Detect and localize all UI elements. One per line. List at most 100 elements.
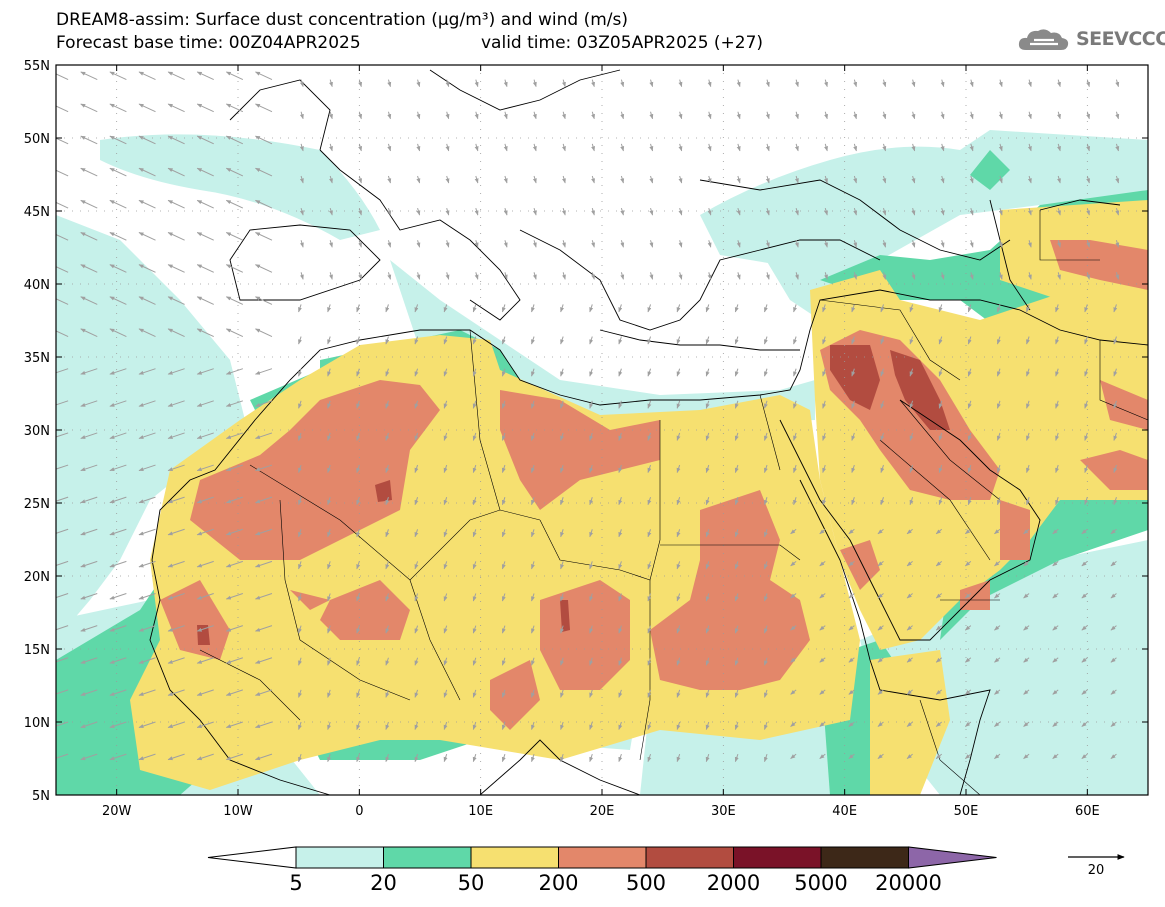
wind-arrow bbox=[80, 560, 98, 568]
plot-area bbox=[56, 65, 1148, 795]
wind-arrow bbox=[196, 528, 214, 536]
wind-arrow bbox=[501, 561, 506, 570]
wind-arrow bbox=[443, 657, 448, 666]
wind-arrow bbox=[911, 272, 916, 280]
wind-arrow bbox=[764, 497, 768, 506]
wind-arrow bbox=[327, 304, 332, 313]
wind-arrow bbox=[443, 593, 448, 602]
wind-arrow bbox=[387, 111, 392, 120]
wind-arrow bbox=[994, 593, 1001, 599]
wind-arrow bbox=[196, 593, 214, 600]
wind-arrow bbox=[255, 296, 273, 305]
wind-arrow bbox=[794, 207, 799, 216]
wind-arrow bbox=[589, 689, 594, 698]
wind-arrow bbox=[356, 464, 361, 474]
wind-arrow bbox=[225, 368, 244, 375]
wind-arrow bbox=[1052, 528, 1059, 535]
wind-arrow bbox=[298, 529, 302, 538]
wind-arrow bbox=[254, 400, 273, 407]
lat-tick-label: 50N bbox=[24, 132, 50, 147]
wind-arrow bbox=[764, 336, 768, 345]
wind-arrow bbox=[560, 464, 564, 474]
wind-arrow bbox=[472, 368, 477, 377]
wind-arrow bbox=[938, 368, 943, 377]
wind-arrow bbox=[445, 111, 450, 120]
wind-arrow bbox=[998, 240, 1003, 248]
wind-arrow bbox=[705, 625, 710, 634]
wind-arrow bbox=[998, 272, 1003, 280]
wind-arrow bbox=[877, 561, 884, 567]
wind-arrow bbox=[819, 625, 826, 631]
wind-arrow bbox=[794, 272, 799, 280]
wind-arrow bbox=[167, 560, 185, 568]
wind-arrow bbox=[196, 496, 214, 504]
wind-arrow bbox=[964, 593, 972, 599]
wind-arrow bbox=[472, 432, 477, 441]
wind-arrow bbox=[793, 304, 797, 313]
wind-arrow bbox=[327, 721, 332, 730]
wind-arrow bbox=[996, 432, 1001, 441]
wind-arrow bbox=[531, 304, 535, 313]
wind-arrow bbox=[472, 304, 477, 313]
wind-arrow bbox=[938, 304, 943, 313]
wind-arrow bbox=[138, 264, 156, 273]
lat-tick-label: 10N bbox=[24, 716, 50, 731]
wind-arrow bbox=[109, 560, 127, 568]
wind-arrow bbox=[822, 400, 827, 409]
wind-arrow bbox=[996, 464, 1001, 474]
wind-arrow bbox=[196, 71, 214, 81]
wind-arrow bbox=[589, 432, 594, 441]
wind-arrow bbox=[647, 336, 652, 345]
wind-arrow bbox=[501, 625, 506, 634]
wind-arrow bbox=[647, 368, 652, 377]
wind-arrow bbox=[764, 593, 768, 602]
wind-arrow bbox=[56, 264, 69, 273]
wind-arrow bbox=[196, 328, 214, 338]
wind-arrow bbox=[994, 657, 1001, 663]
wind-arrow bbox=[764, 721, 768, 730]
wind-arrow bbox=[329, 111, 333, 120]
wind-arrow bbox=[794, 111, 799, 120]
wind-arrow bbox=[225, 328, 244, 338]
wind-arrow bbox=[1057, 79, 1061, 88]
wind-arrow bbox=[56, 560, 69, 568]
lat-tick-label: 40N bbox=[24, 278, 50, 293]
wind-arrow bbox=[109, 689, 127, 696]
wind-arrow bbox=[167, 103, 185, 113]
wind-arrow bbox=[969, 143, 974, 152]
wind-arrow bbox=[824, 175, 828, 184]
wind-arrow bbox=[445, 175, 450, 184]
wind-arrow bbox=[994, 689, 1001, 695]
wind-arrow bbox=[225, 753, 244, 761]
wind-arrow bbox=[734, 689, 739, 698]
wind-arrow bbox=[167, 71, 185, 81]
wind-arrow bbox=[705, 593, 710, 602]
wind-arrow bbox=[935, 657, 943, 663]
wind-arrow bbox=[853, 111, 858, 120]
wind-arrow bbox=[80, 689, 98, 696]
wind-arrow bbox=[707, 240, 712, 248]
wind-arrow bbox=[909, 400, 914, 409]
wind-arrow bbox=[472, 464, 477, 474]
wind-arrow bbox=[848, 528, 855, 535]
wind-arrow bbox=[853, 79, 858, 88]
wind-arrow bbox=[416, 175, 421, 184]
colorbar-segment bbox=[645, 846, 734, 869]
wind-arrow bbox=[1055, 400, 1060, 409]
wind-arrow bbox=[138, 328, 156, 338]
wind-arrow bbox=[736, 175, 741, 184]
wind-arrow bbox=[909, 336, 914, 345]
wind-arrow bbox=[707, 79, 712, 88]
wind-arrow bbox=[678, 143, 683, 152]
wind-arrow bbox=[853, 272, 858, 280]
wind-arrow bbox=[196, 135, 214, 145]
wind-arrow bbox=[385, 336, 390, 345]
wind-arrow bbox=[356, 336, 361, 345]
wind-arrow bbox=[109, 657, 127, 664]
wind-arrow bbox=[589, 368, 594, 377]
wind-arrow bbox=[80, 103, 98, 113]
wind-arrow bbox=[964, 753, 972, 760]
wind-arrow bbox=[356, 625, 361, 634]
wind-arrow bbox=[385, 721, 390, 730]
wind-arrow bbox=[591, 240, 595, 248]
